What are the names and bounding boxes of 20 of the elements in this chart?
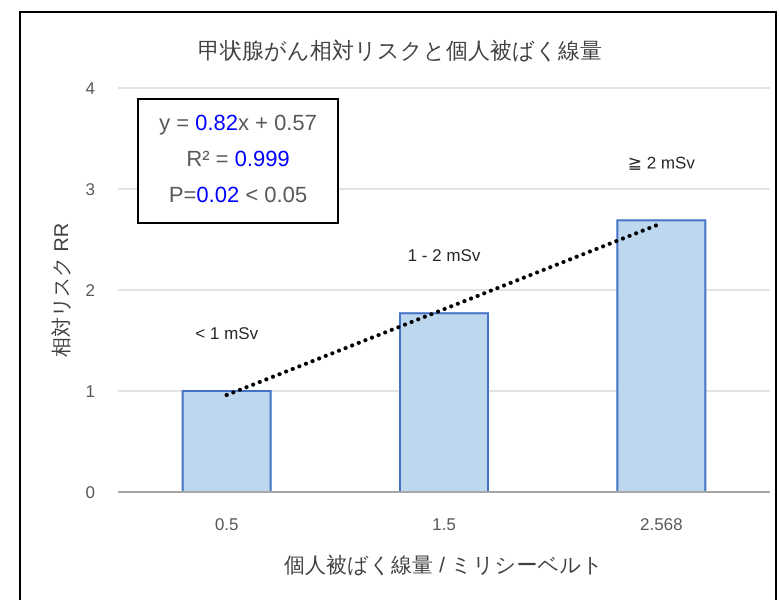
y-tick-label: 2 xyxy=(86,281,95,300)
chart-title: 甲状腺がん相対リスクと個人被ばく線量 xyxy=(198,38,602,63)
annotation: R² = 0.999 xyxy=(186,146,290,171)
y-tick-label: 4 xyxy=(86,79,95,98)
x-tick-label: 1.5 xyxy=(432,515,456,534)
annotation: 1 - 2 mSv xyxy=(408,246,481,266)
x-tick-label: 0.5 xyxy=(214,515,238,534)
y-axis-title: 相対リスク RR xyxy=(51,222,73,358)
x-tick-label: 2.568 xyxy=(640,515,683,534)
bar xyxy=(399,312,489,493)
annotation: y = 0.82x + 0.57 xyxy=(159,110,317,135)
y-tick-label: 0 xyxy=(86,483,95,502)
annotation: < 1 mSv xyxy=(195,324,259,343)
bar xyxy=(616,219,706,493)
annotation: ≧ 2 mSv xyxy=(628,153,696,172)
bar xyxy=(182,390,272,493)
y-tick-label: 3 xyxy=(86,180,95,199)
annotation: P=0.02 < 0.05 xyxy=(168,182,308,207)
y-tick-label: 1 xyxy=(86,382,95,401)
x-axis-title: 個人被ばく線量 / ミリシーベルト xyxy=(284,554,604,577)
